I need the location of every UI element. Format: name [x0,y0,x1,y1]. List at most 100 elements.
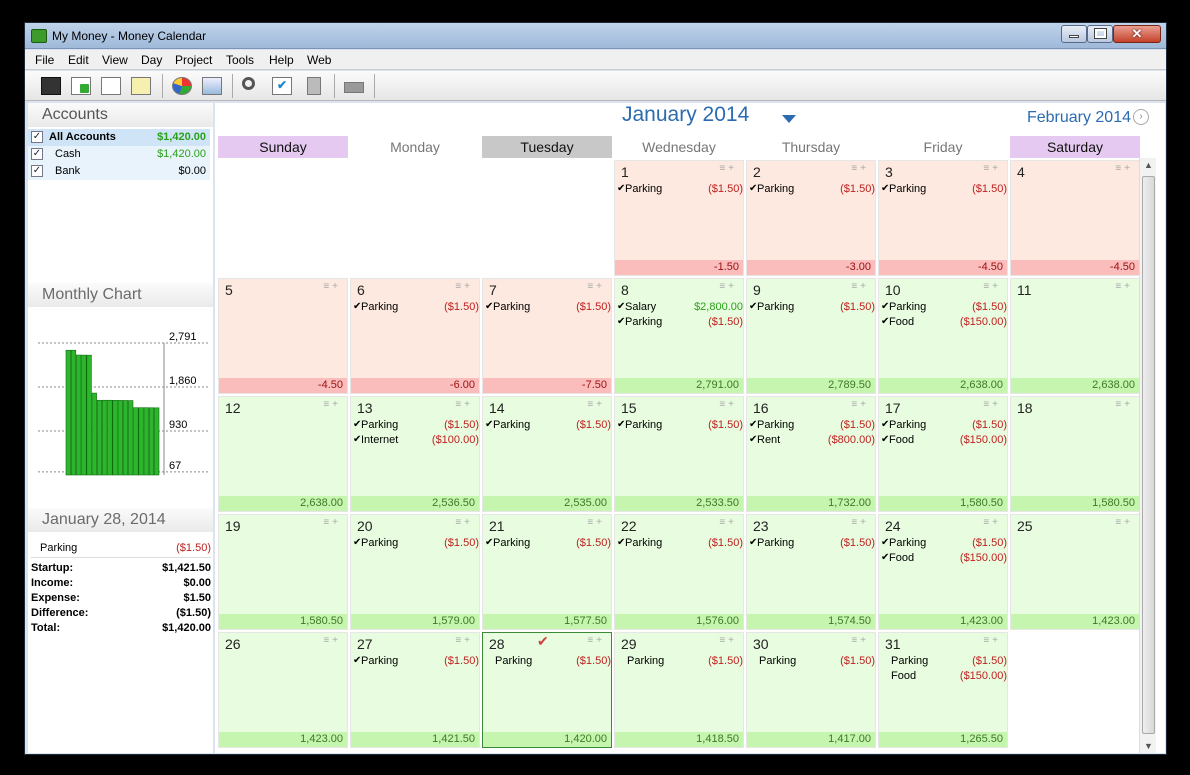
find-entry-button[interactable] [99,75,123,97]
day-actions-icon[interactable]: ≡+ [851,517,869,528]
day-cell-1[interactable]: 1 ≡+ ✔ Parking ($1.50) -1.50 [614,160,744,276]
day-cell-21[interactable]: 21 ≡+ ✔ Parking ($1.50) 1,577.50 [482,514,612,630]
account-row-all[interactable]: ✓ All Accounts $1,420.00 [28,129,210,146]
day-cell-4[interactable]: 4 ≡+ -4.50 [1010,160,1140,276]
account-checkbox[interactable]: ✓ [31,165,43,177]
day-cell-7[interactable]: 7 ≡+ ✔ Parking ($1.50) -7.50 [482,278,612,394]
next-month-link[interactable]: February 2014 [1026,109,1131,126]
day-actions-icon[interactable]: ≡+ [323,635,341,646]
account-row-bank[interactable]: ✓ Bank $0.00 [28,163,210,180]
transaction-entry[interactable]: ✔ Parking ($1.50) [485,419,611,433]
menu-file[interactable]: File [35,53,55,67]
day-cell-29[interactable]: 29 ≡+ Parking ($1.50) 1,418.50 [614,632,744,748]
transaction-entry[interactable]: ✔ Parking ($1.50) [485,537,611,551]
day-cell-22[interactable]: 22 ≡+ ✔ Parking ($1.50) 1,576.00 [614,514,744,630]
day-actions-icon[interactable]: ≡+ [851,281,869,292]
day-actions-icon[interactable]: ≡+ [323,281,341,292]
account-row-cash[interactable]: ✓ Cash $1,420.00 [28,146,210,163]
transaction-entry[interactable]: ✔ Parking ($1.50) [749,301,875,315]
transaction-entry[interactable]: Food ($150.00) [881,670,1007,684]
day-actions-icon[interactable]: ≡+ [587,517,605,528]
day-actions-icon[interactable]: ≡+ [1115,163,1133,174]
day-actions-icon[interactable]: ≡+ [455,517,473,528]
transaction-entry[interactable]: Parking ($1.50) [749,655,875,669]
transaction-entry[interactable]: ✔ Parking ($1.50) [617,183,743,197]
day-cell-5[interactable]: 5 ≡+ -4.50 [218,278,348,394]
transaction-entry[interactable]: ✔ Food ($150.00) [881,434,1007,448]
minimize-button[interactable] [1061,25,1087,43]
day-actions-icon[interactable]: ≡+ [719,399,737,410]
account-checkbox[interactable]: ✓ [31,148,43,160]
day-actions-icon[interactable]: ≡+ [323,517,341,528]
day-cell-13[interactable]: 13 ≡+ ✔ Parking ($1.50) ✔ Internet ($100.00) 2,5… [350,396,480,512]
day-actions-icon[interactable]: ≡+ [851,635,869,646]
day-cell-28[interactable]: 28 ✔ ≡+ Parking ($1.50) 1,420.00 [482,632,612,748]
day-cell-8[interactable]: 8 ≡+ ✔ Salary $2,800.00 ✔ Parking ($1.50) 2,791.… [614,278,744,394]
day-actions-icon[interactable]: ≡+ [587,281,605,292]
day-actions-icon[interactable]: ≡+ [587,635,605,646]
menu-edit[interactable]: Edit [68,53,89,67]
day-actions-icon[interactable]: ≡+ [323,399,341,410]
day-actions-icon[interactable]: ≡+ [719,517,737,528]
day-cell-17[interactable]: 17 ≡+ ✔ Parking ($1.50) ✔ Food ($150.00) 1,580.5… [878,396,1008,512]
menu-project[interactable]: Project [175,53,213,67]
scroll-thumb[interactable] [1142,176,1155,734]
day-cell-14[interactable]: 14 ≡+ ✔ Parking ($1.50) 2,535.00 [482,396,612,512]
day-actions-icon[interactable]: ≡+ [1115,517,1133,528]
day-actions-icon[interactable]: ≡+ [851,163,869,174]
save-button[interactable] [39,75,63,97]
month-dropdown-icon[interactable] [782,115,796,123]
transaction-entry[interactable]: ✔ Parking ($1.50) [881,537,1007,551]
transaction-entry[interactable]: ✔ Parking ($1.50) [353,419,479,433]
day-actions-icon[interactable]: ≡+ [455,635,473,646]
menu-day[interactable]: Day [141,53,163,67]
day-cell-16[interactable]: 16 ≡+ ✔ Parking ($1.50) ✔ Rent ($800.00) 1,732.0… [746,396,876,512]
day-cell-10[interactable]: 10 ≡+ ✔ Parking ($1.50) ✔ Food ($150.00) 2,638.0… [878,278,1008,394]
day-cell-30[interactable]: 30 ≡+ Parking ($1.50) 1,417.00 [746,632,876,748]
day-actions-icon[interactable]: ≡+ [719,281,737,292]
day-actions-icon[interactable]: ≡+ [1115,281,1133,292]
day-actions-icon[interactable]: ≡+ [455,281,473,292]
day-cell-24[interactable]: 24 ≡+ ✔ Parking ($1.50) ✔ Food ($150.00) 1,423.0… [878,514,1008,630]
day-actions-icon[interactable]: ≡+ [455,399,473,410]
day-actions-icon[interactable]: ≡+ [719,163,737,174]
pie-chart-button[interactable] [170,75,194,97]
search-button[interactable] [240,75,264,97]
transaction-entry[interactable]: ✔ Food ($150.00) [881,552,1007,566]
menu-view[interactable]: View [102,53,128,67]
transaction-entry[interactable]: ✔ Internet ($100.00) [353,434,479,448]
checklist-button[interactable]: ✔ [270,75,294,97]
day-cell-2[interactable]: 2 ≡+ ✔ Parking ($1.50) -3.00 [746,160,876,276]
day-cell-12[interactable]: 12 ≡+ 2,638.00 [218,396,348,512]
transaction-entry[interactable]: ✔ Parking ($1.50) [749,537,875,551]
transaction-entry[interactable]: ✔ Parking ($1.50) [881,419,1007,433]
day-cell-25[interactable]: 25 ≡+ 1,423.00 [1010,514,1140,630]
transaction-entry[interactable]: Parking ($1.50) [881,655,1007,669]
transaction-entry[interactable]: ✔ Parking ($1.50) [749,419,875,433]
transaction-entry[interactable]: ✔ Parking ($1.50) [881,301,1007,315]
transaction-entry[interactable]: ✔ Parking ($1.50) [749,183,875,197]
print-button[interactable] [342,75,366,97]
transaction-entry[interactable]: ✔ Parking ($1.50) [353,655,479,669]
day-cell-empty[interactable] [218,160,348,276]
day-cell-23[interactable]: 23 ≡+ ✔ Parking ($1.50) 1,574.50 [746,514,876,630]
day-cell-27[interactable]: 27 ≡+ ✔ Parking ($1.50) 1,421.50 [350,632,480,748]
scroll-down-icon[interactable]: ▼ [1144,741,1153,751]
day-actions-icon[interactable]: ≡+ [587,399,605,410]
day-cell-empty[interactable] [482,160,612,276]
notes-button[interactable] [129,75,153,97]
transaction-entry[interactable]: ✔ Parking ($1.50) [353,537,479,551]
vertical-scrollbar[interactable]: ▲ ▼ [1139,158,1156,753]
transaction-entry[interactable]: ✔ Parking ($1.50) [617,537,743,551]
transaction-entry[interactable]: ✔ Salary $2,800.00 [617,301,743,315]
add-entry-button[interactable] [69,75,93,97]
day-actions-icon[interactable]: ≡+ [851,399,869,410]
day-cell-3[interactable]: 3 ≡+ ✔ Parking ($1.50) -4.50 [878,160,1008,276]
day-cell-6[interactable]: 6 ≡+ ✔ Parking ($1.50) -6.00 [350,278,480,394]
next-month-icon[interactable]: › [1133,109,1149,125]
day-cell-26[interactable]: 26 ≡+ 1,423.00 [218,632,348,748]
transaction-entry[interactable]: Parking ($1.50) [485,655,611,669]
transaction-entry[interactable]: ✔ Parking ($1.50) [617,316,743,330]
card-button[interactable] [200,75,224,97]
scroll-up-icon[interactable]: ▲ [1144,160,1153,170]
